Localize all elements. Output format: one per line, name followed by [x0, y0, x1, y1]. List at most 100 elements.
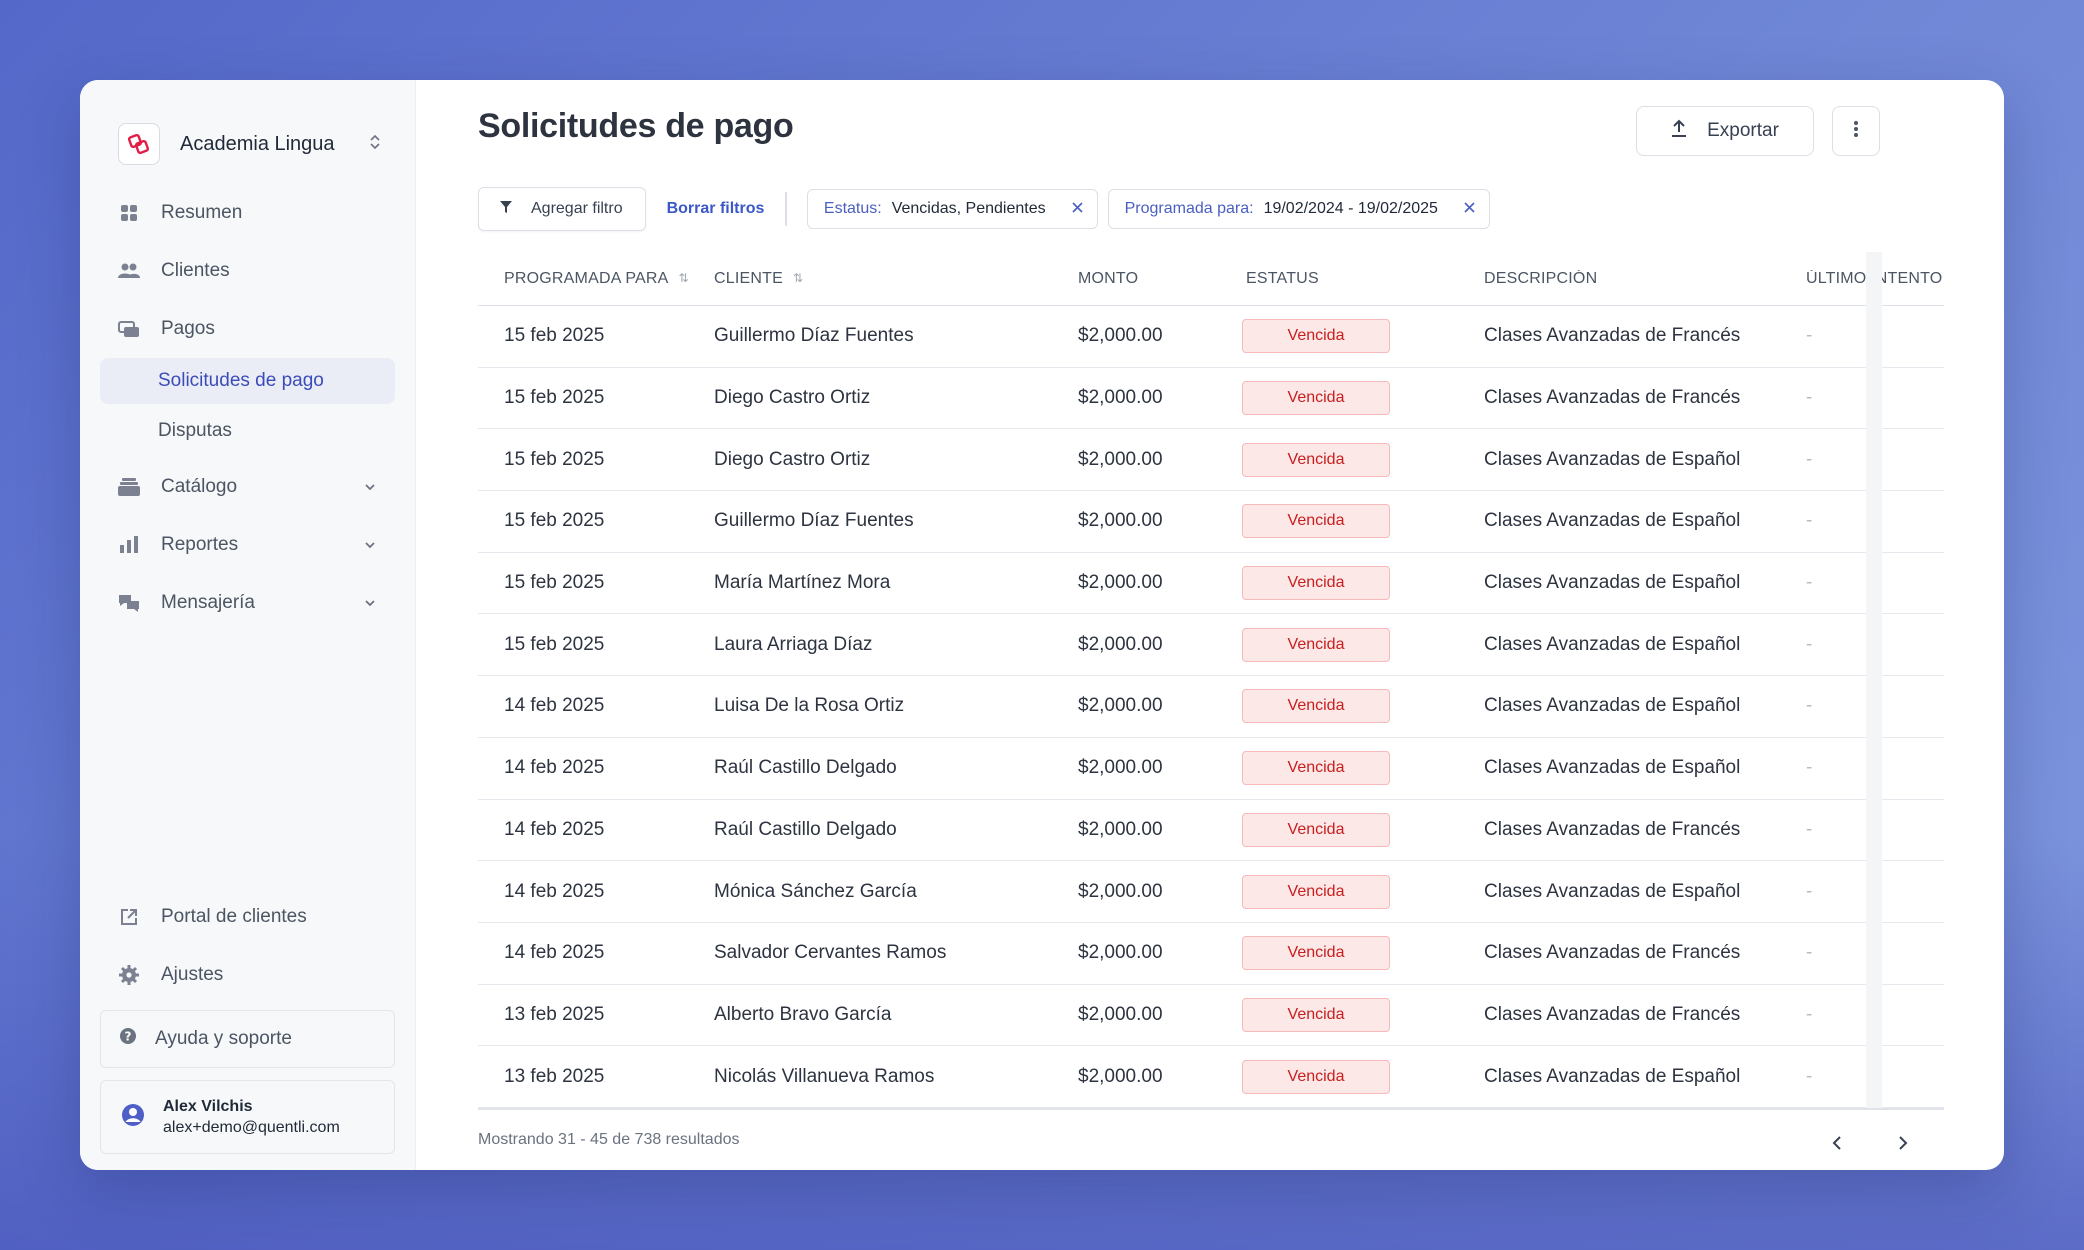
export-label: Exportar [1707, 120, 1779, 141]
sidebar-item-reportes[interactable]: Reportes [100, 520, 395, 570]
cell-last-attempt: - [1780, 757, 1944, 779]
filter-bar: Agregar filtro Borrar filtros Estatus: V… [478, 187, 1500, 231]
cell-description: Clases Avanzadas de Francés [1484, 818, 1741, 840]
cell-status: Vencida [1220, 1059, 1458, 1094]
empty-value: - [1806, 325, 1813, 347]
table-row[interactable]: 15 feb 2025 María Martínez Mora $2,000.00 V… [478, 553, 1944, 615]
table-row[interactable]: 14 feb 2025 Raúl Castillo Delgado $2,000.0… [478, 800, 1944, 862]
cell-client: Diego Castro Ortiz [714, 387, 871, 409]
cell-date: 15 feb 2025 [504, 510, 605, 532]
chevron-down-icon [363, 594, 377, 616]
cell-date: 14 feb 2025 [504, 757, 605, 779]
org-switcher[interactable]: Academia Lingua [100, 122, 395, 166]
column-header-programada[interactable]: PROGRAMADA PARA ⇅ [478, 270, 688, 288]
user-card[interactable]: Alex Vilchis alex+demo@quentli.com [100, 1080, 395, 1154]
results-count: Mostrando 31 - 45 de 738 resultados [478, 1131, 740, 1148]
empty-value: - [1806, 880, 1813, 902]
sidebar-subitem-solicitudes[interactable]: Solicitudes de pago [100, 358, 395, 404]
external-link-icon [118, 906, 140, 928]
table-row[interactable]: 14 feb 2025 Mónica Sánchez García $2,000.0… [478, 861, 1944, 923]
cell-client: Guillermo Díaz Fuentes [714, 510, 914, 532]
empty-value: - [1806, 510, 1813, 532]
status-badge: Vencida [1242, 751, 1390, 786]
chat-icon [118, 592, 140, 614]
cell-client: Laura Arriaga Díaz [714, 633, 873, 655]
empty-value: - [1806, 633, 1813, 655]
sidebar-item-label: Ajustes [161, 964, 224, 985]
sidebar-item-portal[interactable]: Portal de clientes [100, 892, 395, 942]
logo-icon [118, 123, 160, 165]
cell-status: Vencida [1220, 319, 1458, 354]
table-row[interactable]: 13 feb 2025 Alberto Bravo García $2,000.00… [478, 985, 1944, 1047]
cell-description: Clases Avanzadas de Francés [1484, 325, 1741, 347]
sidebar-item-clientes[interactable]: Clientes [100, 246, 395, 296]
empty-value: - [1806, 448, 1813, 470]
gear-icon [118, 964, 140, 986]
cell-status: Vencida [1220, 627, 1458, 662]
status-badge: Vencida [1242, 627, 1390, 662]
scroll-edge [1866, 252, 1882, 1108]
cell-last-attempt: - [1780, 634, 1944, 656]
status-badge: Vencida [1242, 812, 1390, 847]
cell-last-attempt: - [1780, 695, 1944, 717]
more-options-button[interactable] [1832, 106, 1880, 156]
sidebar-item-ajustes[interactable]: Ajustes [100, 950, 395, 1000]
sidebar-subitem-disputas[interactable]: Disputas [158, 420, 232, 441]
sidebar-item-resumen[interactable]: Resumen [100, 188, 395, 238]
table-header: PROGRAMADA PARA ⇅ CLIENTE ⇅ MONTO ESTATUS … [478, 252, 1944, 306]
help-label: Ayuda y soporte [155, 1028, 292, 1049]
cell-amount: $2,000.00 [1078, 818, 1163, 840]
filter-chip-date[interactable]: Programada para: 19/02/2024 - 19/02/2025 [1107, 189, 1490, 229]
table-row[interactable]: 15 feb 2025 Diego Castro Ortiz $2,000.00 Ve… [478, 368, 1944, 430]
upload-icon [1671, 119, 1687, 143]
chevron-down-icon [363, 536, 377, 558]
table-row[interactable]: 15 feb 2025 Guillermo Díaz Fuentes $2,000.… [478, 491, 1944, 553]
sidebar: Academia Lingua Resumen Clientes [80, 80, 416, 1170]
chevron-right-icon[interactable] [1888, 1128, 1918, 1158]
cell-description: Clases Avanzadas de Español [1484, 572, 1741, 594]
cell-amount: $2,000.00 [1078, 510, 1163, 532]
cell-last-attempt: - [1780, 572, 1944, 594]
sidebar-item-label: Portal de clientes [161, 906, 307, 927]
table-row[interactable]: 14 feb 2025 Raúl Castillo Delgado $2,000.0… [478, 738, 1944, 800]
cell-date: 15 feb 2025 [504, 325, 605, 347]
add-filter-button[interactable]: Agregar filtro [478, 187, 646, 231]
status-badge: Vencida [1242, 381, 1390, 416]
empty-value: - [1806, 695, 1813, 717]
table-row[interactable]: 14 feb 2025 Luisa De la Rosa Ortiz $2,000.… [478, 676, 1944, 738]
chip-value: 19/02/2024 - 19/02/2025 [1263, 200, 1438, 217]
sidebar-item-mensajeria[interactable]: Mensajería [100, 578, 395, 628]
filter-chip-status[interactable]: Estatus: Vencidas, Pendientes [806, 189, 1098, 229]
cell-amount: $2,000.00 [1078, 633, 1163, 655]
status-badge: Vencida [1242, 874, 1390, 909]
help-button[interactable]: ? Ayuda y soporte [100, 1010, 395, 1068]
close-icon[interactable] [1072, 200, 1083, 218]
chip-key: Estatus: [823, 200, 882, 217]
cell-date: 15 feb 2025 [504, 633, 605, 655]
payments-icon [118, 318, 140, 340]
column-header-cliente[interactable]: CLIENTE ⇅ [688, 270, 1052, 288]
cell-last-attempt: - [1780, 1004, 1944, 1026]
chevron-left-icon[interactable] [1822, 1128, 1852, 1158]
pagination [1786, 1128, 1918, 1158]
clear-filters-link[interactable]: Borrar filtros [666, 200, 765, 217]
cell-client: Nicolás Villanueva Ramos [714, 1065, 935, 1087]
cell-client: Salvador Cervantes Ramos [714, 942, 947, 964]
table-row[interactable]: 13 feb 2025 Nicolás Villanueva Ramos $2,00… [478, 1046, 1944, 1108]
empty-value: - [1806, 942, 1813, 964]
sidebar-bottom: Portal de clientes Ajustes ? Ayuda y sop… [100, 884, 395, 1170]
table-row[interactable]: 15 feb 2025 Guillermo Díaz Fuentes $2,000.… [478, 306, 1944, 368]
table-body: 15 feb 2025 Guillermo Díaz Fuentes $2,000.… [478, 306, 1944, 1108]
sidebar-item-pagos[interactable]: Pagos [100, 304, 395, 354]
sidebar-item-label: Clientes [161, 260, 230, 281]
chart-icon [118, 534, 140, 556]
sidebar-item-catalogo[interactable]: Catálogo [100, 462, 395, 512]
close-icon[interactable] [1464, 200, 1475, 218]
cell-last-attempt: - [1780, 387, 1944, 409]
status-badge: Vencida [1242, 319, 1390, 354]
table-row[interactable]: 15 feb 2025 Laura Arriaga Díaz $2,000.00 Ve… [478, 614, 1944, 677]
cell-status: Vencida [1220, 751, 1458, 786]
table-row[interactable]: 14 feb 2025 Salvador Cervantes Ramos $2,00… [478, 923, 1944, 985]
export-button[interactable]: Exportar [1636, 106, 1814, 156]
table-row[interactable]: 15 feb 2025 Diego Castro Ortiz $2,000.00 Ve… [478, 429, 1944, 492]
